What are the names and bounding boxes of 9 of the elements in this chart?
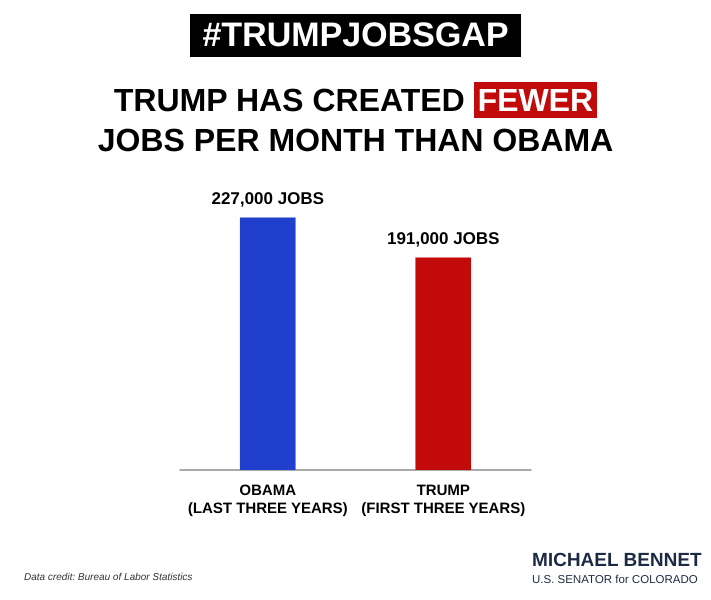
text: U.S. SENATOR for COLORADO	[532, 574, 698, 586]
x-tick-label: TRUMP (FIRST THREE YEARS)	[361, 482, 526, 518]
chart-title: TRUMP HAS CREATED FEWER JOBS PER MONTH THAN OBAMA	[98, 82, 614, 158]
data-label: 191,000 JOBS	[387, 229, 500, 248]
text: MICHAEL BENNET	[532, 550, 702, 572]
chart-subtitle: #TRUMPJOBSGAP	[190, 14, 521, 57]
text: Data credit: Bureau of Labor Statistics	[24, 572, 192, 583]
data-label: 227,000 JOBS	[212, 189, 324, 208]
x-tick-label: OBAMA (LAST THREE YEARS)	[188, 482, 348, 518]
